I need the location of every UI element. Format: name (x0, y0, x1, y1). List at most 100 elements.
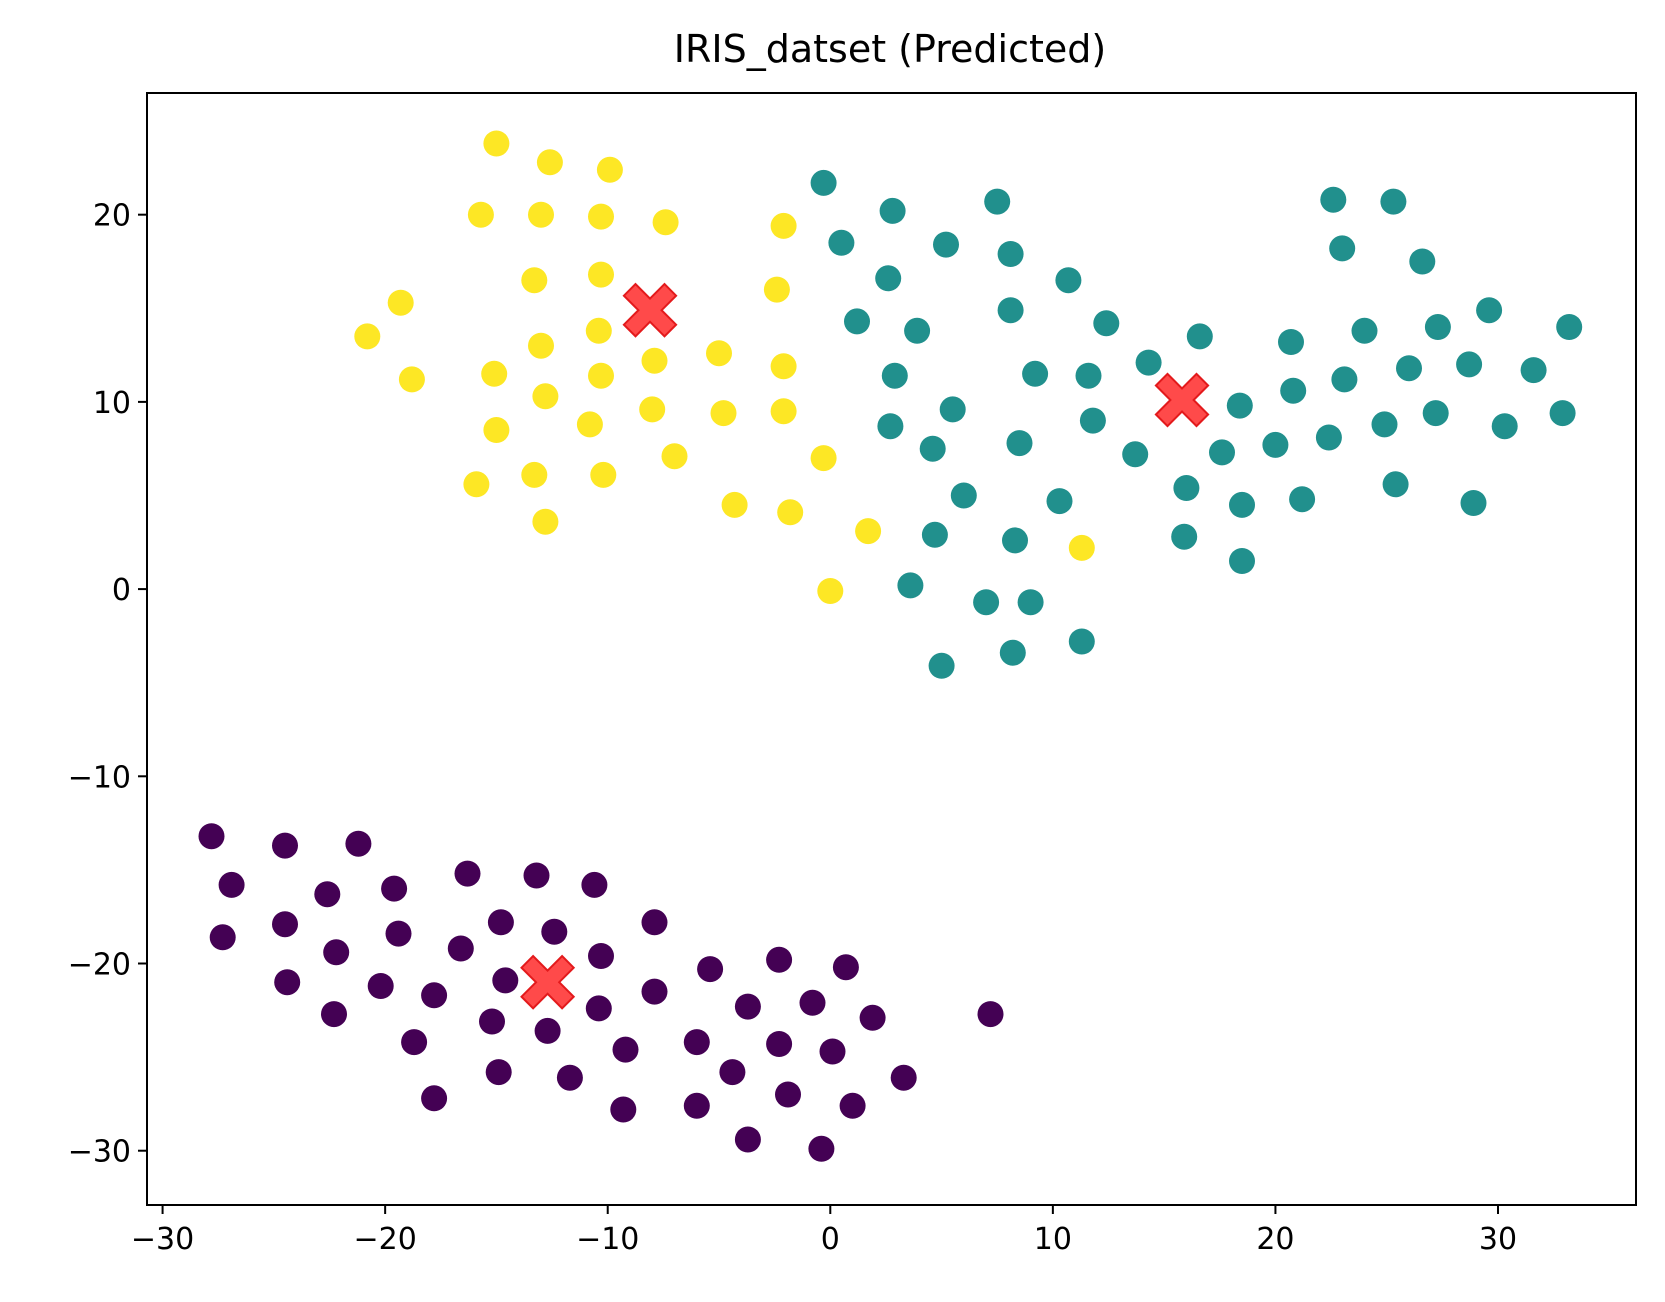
data-point (272, 832, 298, 859)
data-point (763, 276, 790, 303)
centroid-marker (1154, 372, 1210, 428)
data-point (1022, 360, 1049, 387)
data-point (532, 383, 559, 410)
data-point (274, 969, 301, 996)
points-layer (198, 130, 1583, 1162)
data-point (721, 491, 748, 518)
data-point (481, 360, 508, 387)
data-point (1171, 523, 1198, 550)
data-point (1229, 548, 1255, 574)
data-point (777, 499, 804, 526)
data-point (1460, 490, 1487, 516)
data-point (921, 521, 948, 548)
data-point (398, 366, 425, 393)
data-point (485, 1059, 512, 1086)
data-point (1476, 297, 1503, 324)
data-point (997, 297, 1024, 324)
data-point (1226, 392, 1253, 419)
data-point (479, 1008, 505, 1035)
data-point (588, 261, 614, 288)
data-point (1456, 351, 1483, 378)
centroid-layer (520, 282, 1210, 1010)
chart-title: IRIS_datset (Predicted) (674, 27, 1106, 71)
y-tick-label: −20 (68, 948, 131, 983)
data-point (1409, 248, 1436, 275)
data-point (1135, 349, 1162, 376)
data-point (810, 169, 837, 196)
data-point (454, 860, 481, 887)
data-point (588, 362, 614, 389)
data-point (897, 572, 924, 599)
data-point (641, 909, 668, 936)
data-point (639, 396, 666, 423)
data-point (770, 212, 797, 239)
data-point (877, 413, 904, 440)
data-point (1549, 400, 1576, 427)
data-point (321, 1001, 347, 1028)
data-point (1556, 314, 1583, 340)
data-point (706, 340, 732, 367)
data-point (1380, 188, 1407, 215)
centroid-marker (520, 954, 576, 1010)
data-point (421, 1085, 448, 1112)
data-point (719, 1059, 746, 1086)
data-point (541, 918, 568, 945)
data-point (1122, 441, 1149, 468)
data-point (766, 946, 793, 973)
data-point (1422, 400, 1449, 427)
data-point (387, 289, 414, 316)
data-point (447, 935, 474, 962)
data-point (855, 518, 882, 545)
data-point (585, 317, 612, 344)
data-point (844, 308, 870, 335)
x-tick-label: −20 (353, 1222, 416, 1257)
data-point (1289, 486, 1316, 513)
data-point (483, 417, 510, 443)
data-point (209, 924, 236, 951)
data-point (323, 939, 350, 966)
data-point (819, 1038, 846, 1065)
data-point (483, 130, 510, 157)
data-point (463, 471, 490, 498)
data-point (810, 445, 837, 472)
data-point (808, 1135, 835, 1162)
data-point (1186, 323, 1213, 350)
data-point (523, 862, 550, 889)
data-point (345, 830, 372, 857)
data-point (1520, 357, 1547, 384)
data-point (492, 967, 519, 994)
data-point (683, 1029, 710, 1056)
data-point (1278, 329, 1304, 355)
data-point (904, 317, 931, 344)
data-point (734, 993, 761, 1020)
data-point (556, 1064, 583, 1091)
data-point (521, 461, 548, 488)
y-tick-label: −30 (68, 1135, 131, 1170)
data-point (528, 332, 554, 359)
data-point (1046, 488, 1073, 515)
data-point (828, 229, 855, 256)
data-point (770, 398, 797, 425)
data-point (1017, 589, 1044, 616)
data-point (612, 1036, 639, 1063)
data-point (385, 920, 412, 947)
data-point (641, 978, 668, 1005)
x-axis: −30 −20 −10 0 10 20 30 (131, 1205, 1517, 1257)
data-point (799, 989, 826, 1016)
data-point (984, 188, 1011, 215)
data-point (610, 1096, 637, 1123)
data-point (859, 1004, 886, 1031)
data-point (977, 1001, 1004, 1028)
data-point (1006, 430, 1033, 457)
data-point (832, 954, 859, 981)
data-point (272, 911, 298, 938)
x-tick-label: −10 (576, 1222, 639, 1257)
data-point (314, 881, 341, 908)
data-point (401, 1029, 428, 1056)
x-tick-label: 0 (821, 1222, 840, 1257)
data-point (997, 241, 1024, 267)
data-point (641, 347, 668, 374)
data-point (590, 461, 617, 488)
data-point (661, 443, 688, 470)
